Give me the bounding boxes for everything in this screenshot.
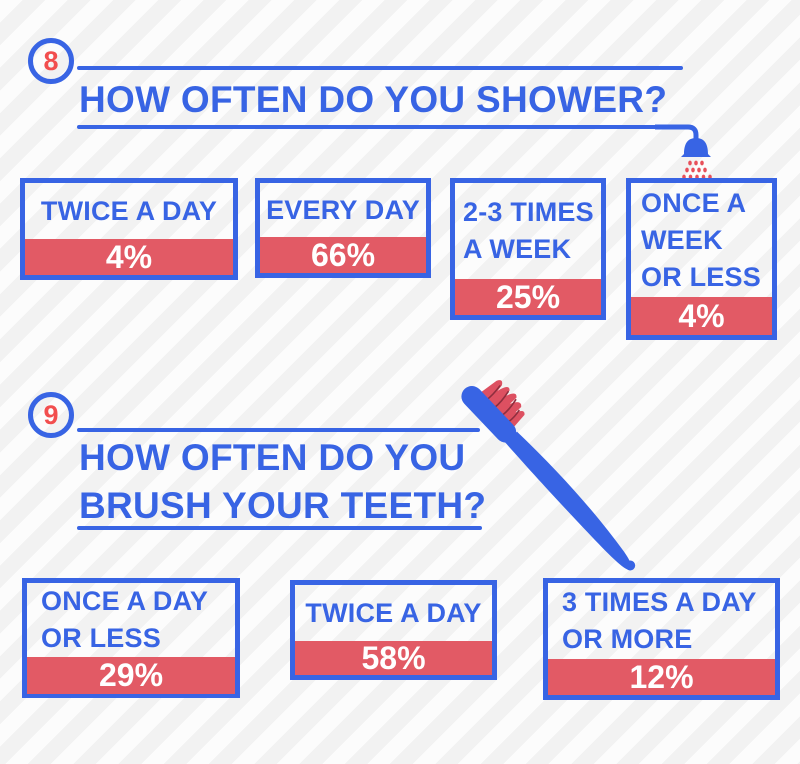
answer-label: 2-3 TIMES A WEEK (455, 183, 601, 279)
question-8-title-line: HOW OFTEN DO YOU SHOWER? (79, 79, 668, 120)
answer-label: TWICE A DAY (25, 183, 233, 239)
answer-percentage: 25% (495, 278, 561, 315)
answer-percentage-bar: 29% (27, 657, 235, 694)
answer-percentage-bar: 12% (548, 659, 775, 695)
answer-label-line: OR MORE (562, 624, 693, 654)
answer-label-line: ONCE A (641, 187, 747, 218)
answer-percentage: 4% (678, 297, 725, 334)
question-9-number: 9 (43, 399, 59, 430)
answer-box: TWICE A DAY 4% (20, 178, 238, 280)
shower-icon (655, 124, 712, 180)
answer-percentage-bar: 4% (631, 297, 772, 335)
answer-label-line: 2-3 TIMES (463, 197, 594, 227)
answer-label-line: WEEK (641, 224, 723, 255)
answer-percentage-bar: 25% (455, 279, 601, 315)
question-9-bottom-rule (77, 526, 482, 530)
question-8-top-rule (77, 66, 683, 70)
question-9-title: HOW OFTEN DO YOU BRUSH YOUR TEETH? (79, 434, 486, 530)
answer-percentage-bar: 4% (25, 239, 233, 275)
answer-label-line: A WEEK (463, 234, 572, 264)
answer-percentage: 58% (361, 639, 426, 676)
answer-box: EVERY DAY 66% (255, 178, 431, 278)
answer-label-line: OR LESS (41, 623, 161, 653)
answer-percentage: 66% (310, 236, 376, 273)
answer-box: 2-3 TIMES A WEEK 25% (450, 178, 606, 320)
question-8-number: 8 (43, 45, 59, 76)
toothbrush-icon (461, 380, 636, 571)
answer-label: 3 TIMES A DAY OR MORE (548, 583, 775, 659)
question-9-number-badge: 9 (28, 392, 74, 438)
answer-label-line: TWICE A DAY (40, 195, 218, 226)
answer-box: ONCE A DAY OR LESS 29% (22, 578, 240, 698)
answer-label-line: OR LESS (641, 261, 761, 292)
question-8-number-badge: 8 (28, 38, 74, 84)
answer-percentage-bar: 58% (295, 639, 492, 676)
answer-label: ONCE A WEEK OR LESS (631, 183, 772, 297)
answer-percentage: 4% (105, 238, 153, 275)
answer-label: EVERY DAY (260, 183, 426, 237)
answer-percentage-bar: 66% (260, 237, 426, 273)
question-9-title-line: HOW OFTEN DO YOU (79, 437, 466, 478)
question-8-title: HOW OFTEN DO YOU SHOWER? (79, 76, 667, 124)
answer-label-line: 3 TIMES A DAY (562, 587, 757, 617)
answer-box: 3 TIMES A DAY OR MORE 12% (543, 578, 780, 700)
answer-label-line: TWICE A DAY (305, 597, 482, 628)
question-9-top-rule (77, 428, 480, 432)
answer-box: ONCE A WEEK OR LESS 4% (626, 178, 777, 340)
answer-percentage: 12% (629, 658, 694, 695)
answer-percentage: 29% (98, 657, 164, 693)
question-9-title-line: BRUSH YOUR TEETH? (79, 485, 487, 526)
answer-label: ONCE A DAY OR LESS (27, 583, 235, 657)
answer-box: TWICE A DAY 58% (290, 580, 497, 680)
answer-label-line: EVERY DAY (266, 194, 420, 225)
answer-label: TWICE A DAY (295, 585, 492, 641)
question-8-bottom-rule (77, 125, 665, 129)
answer-label-line: ONCE A DAY (41, 586, 209, 616)
